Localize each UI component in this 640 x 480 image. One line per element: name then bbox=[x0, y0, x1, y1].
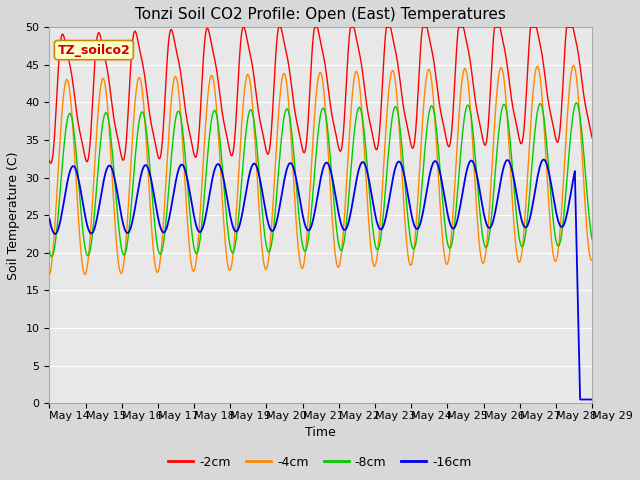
X-axis label: Time: Time bbox=[305, 426, 336, 440]
Legend: -2cm, -4cm, -8cm, -16cm: -2cm, -4cm, -8cm, -16cm bbox=[163, 451, 477, 474]
Title: Tonzi Soil CO2 Profile: Open (East) Temperatures: Tonzi Soil CO2 Profile: Open (East) Temp… bbox=[135, 7, 506, 22]
Y-axis label: Soil Temperature (C): Soil Temperature (C) bbox=[7, 151, 20, 279]
Text: TZ_soilco2: TZ_soilco2 bbox=[58, 44, 130, 57]
